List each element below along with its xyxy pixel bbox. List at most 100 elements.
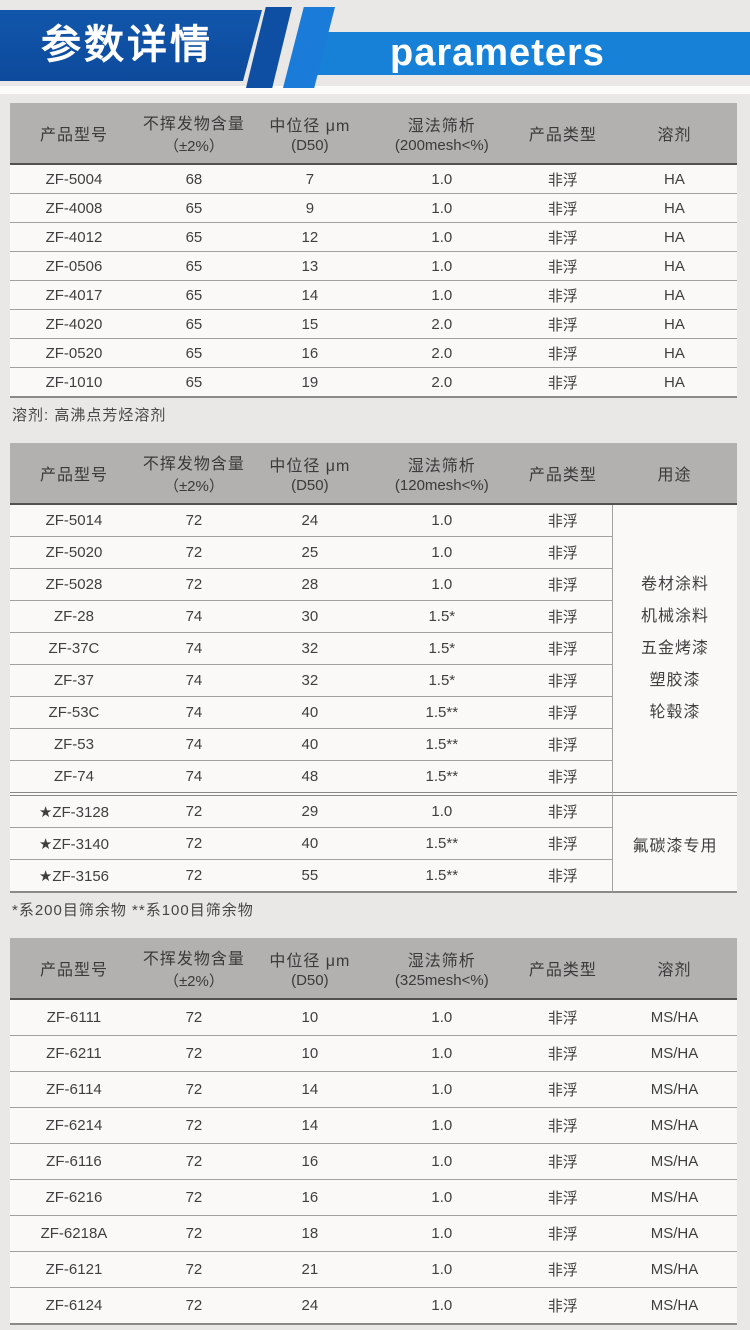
cell: 非浮 <box>513 368 612 398</box>
cell: HA <box>611 194 737 223</box>
cell: 14 <box>249 1072 370 1108</box>
cell: MS/HA <box>611 1288 737 1325</box>
column-header-sub: (D50) <box>291 972 329 989</box>
cell: 非浮 <box>513 281 612 310</box>
cell: 非浮 <box>513 1216 612 1252</box>
cell: ZF-6121 <box>10 1252 138 1288</box>
cell: 1.5** <box>369 828 514 860</box>
cell: 9 <box>249 194 370 223</box>
cell: 74 <box>137 601 250 633</box>
column-header-cell: 湿法筛析 (200mesh<%) <box>369 103 514 165</box>
cell: 非浮 <box>513 1072 612 1108</box>
cell: 1.5** <box>369 761 514 796</box>
usage-label: 五金烤漆 <box>640 639 709 657</box>
cell: 12 <box>249 223 370 252</box>
cell: MS/HA <box>611 1036 737 1072</box>
cell: 1.0 <box>369 223 514 252</box>
cell: ZF-1010 <box>10 368 138 398</box>
cell: 72 <box>137 1108 250 1144</box>
cell: 1.0 <box>369 1036 514 1072</box>
cell: 21 <box>249 1252 370 1288</box>
cell: 65 <box>137 368 250 398</box>
table-row: ZF-6116 72 16 1.0 非浮 MS/HA <box>10 1144 737 1180</box>
cell: ZF-37C <box>10 633 138 665</box>
cell: ZF-6218A <box>10 1216 138 1252</box>
column-header-sub: (325mesh<%) <box>394 972 489 989</box>
table-header: 产品型号 不挥发物含量 （±2%） 中位径 μm (D50) 湿法筛析 (120mesh<%… <box>10 443 737 505</box>
cell: 32 <box>249 633 370 665</box>
column-header-main: 中位径 μm <box>269 458 351 475</box>
cell: 非浮 <box>513 223 612 252</box>
cell: 65 <box>137 223 250 252</box>
table-row: ZF-6216 72 16 1.0 非浮 MS/HA <box>10 1180 737 1216</box>
table-row: ZF-6114 72 14 1.0 非浮 MS/HA <box>10 1072 737 1108</box>
cell: 1.5* <box>369 633 514 665</box>
cell: 16 <box>249 1144 370 1180</box>
table-row: ZF-4017 65 14 1.0 非浮 HA <box>10 281 737 310</box>
cell: HA <box>611 223 737 252</box>
cell: ZF-28 <box>10 601 138 633</box>
table-row: ZF-6124 72 24 1.0 非浮 MS/HA <box>10 1288 737 1325</box>
table-row: ZF-37 74 32 1.5* 非浮 <box>10 665 737 697</box>
cell: 30 <box>249 601 370 633</box>
cell: 1.5** <box>369 697 514 729</box>
cell: 1.0 <box>369 505 514 537</box>
cell: MS/HA <box>611 1144 737 1180</box>
column-header-sub: （±2%） <box>163 478 224 495</box>
column-header-cell: 用途 <box>611 443 737 505</box>
cell: 1.0 <box>369 252 514 281</box>
cell: HA <box>611 281 737 310</box>
cell: 2.0 <box>369 368 514 398</box>
cell: ZF-53 <box>10 729 138 761</box>
table-row: ZF-4008 65 9 1.0 非浮 HA <box>10 194 737 223</box>
table-row: ZF-28 74 30 1.5* 非浮 <box>10 601 737 633</box>
cell: ZF-4012 <box>10 223 138 252</box>
column-header-cell: 不挥发物含量 （±2%） <box>137 938 250 1000</box>
usage-label: 机械涂料 <box>640 607 709 625</box>
banner-divider <box>0 86 750 94</box>
cell: 非浮 <box>513 633 612 665</box>
cell: 29 <box>249 796 370 828</box>
cell: 1.0 <box>369 1108 514 1144</box>
table-header: 产品型号 不挥发物含量 （±2%） 中位径 μm (D50) 湿法筛析 (200mesh<%… <box>10 103 737 165</box>
column-header-sub: （±2%） <box>163 138 224 155</box>
table-row: ZF-37C 74 32 1.5* 非浮 <box>10 633 737 665</box>
cell: 非浮 <box>513 537 612 569</box>
column-header-main: 不挥发物含量 <box>142 116 245 133</box>
usage-cell: 卷材涂料 机械涂料 五金烤漆 塑胶漆 轮毂漆 <box>611 505 737 796</box>
table-body: ZF-6111 72 10 1.0 非浮 MS/HA ZF-6211 72 10 1.0 非浮 MS/… <box>10 1000 737 1325</box>
cell: 15 <box>249 310 370 339</box>
cell: 74 <box>137 729 250 761</box>
column-header-main: 湿法筛析 <box>407 458 476 475</box>
cell: 1.0 <box>369 537 514 569</box>
cell: 74 <box>137 697 250 729</box>
cell: 非浮 <box>513 1252 612 1288</box>
cell: 非浮 <box>513 310 612 339</box>
cell: 1.0 <box>369 1072 514 1108</box>
cell: 1.0 <box>369 194 514 223</box>
cell: 72 <box>137 828 250 860</box>
product-table-msha-solvent: 产品型号 不挥发物含量 （±2%） 中位径 μm (D50) 湿法筛析 (325mesh<%… <box>10 938 737 1325</box>
cell: 1.0 <box>369 796 514 828</box>
cell: 72 <box>137 1000 250 1036</box>
spacer <box>0 96 750 103</box>
cell: ★ZF-3128 <box>10 796 138 828</box>
banner-chinese-block: 参数详情 <box>0 10 262 81</box>
cell: ZF-6214 <box>10 1108 138 1144</box>
cell: 28 <box>249 569 370 601</box>
cell: 非浮 <box>513 1000 612 1036</box>
cell: ZF-37 <box>10 665 138 697</box>
column-header-cell: 湿法筛析 (325mesh<%) <box>369 938 514 1000</box>
column-header-main: 用途 <box>657 467 692 484</box>
cell: 2.0 <box>369 339 514 368</box>
cell: 非浮 <box>513 665 612 697</box>
column-header-main: 湿法筛析 <box>407 953 476 970</box>
cell: 24 <box>249 505 370 537</box>
table-row: ZF-6111 72 10 1.0 非浮 MS/HA <box>10 1000 737 1036</box>
table-body: ZF-5004 68 7 1.0 非浮 HA ZF-4008 65 9 1.0 非浮 HA ZF-401… <box>10 165 737 398</box>
cell: ZF-5028 <box>10 569 138 601</box>
cell: ZF-0506 <box>10 252 138 281</box>
cell: 1.0 <box>369 1252 514 1288</box>
cell: 25 <box>249 537 370 569</box>
cell: 72 <box>137 569 250 601</box>
